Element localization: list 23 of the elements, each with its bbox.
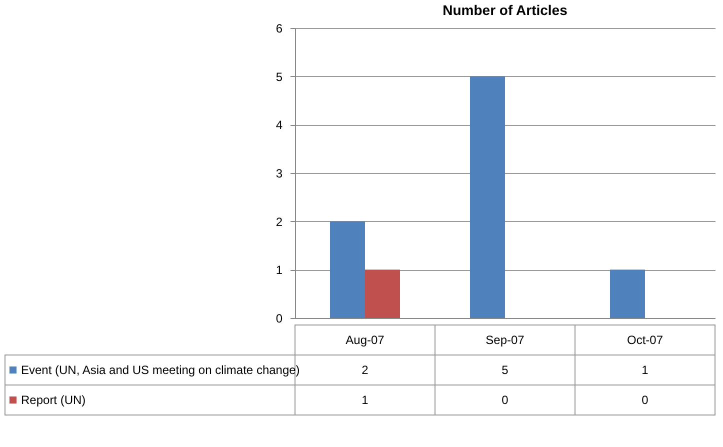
y-tick-label: 2 [276,214,283,229]
data-label: 5 [502,363,509,377]
bar [610,270,645,318]
data-label: 2 [362,363,369,377]
x-tick-label: Oct-07 [626,333,664,347]
y-tick-label: 3 [276,166,283,180]
x-tick-label: Aug-07 [346,333,385,347]
y-tick-label: 4 [276,118,283,132]
y-tick-label: 5 [276,70,283,84]
y-tick-label: 1 [276,263,283,278]
legend-label: Report (UN) [21,393,86,407]
y-tick-label: 0 [276,312,283,326]
bar [330,221,365,318]
data-label: 1 [362,393,369,407]
data-label: 1 [642,363,649,377]
bar [365,270,400,318]
x-tick-label: Sep-07 [486,333,525,347]
data-label: 0 [642,393,649,407]
data-label: 0 [502,393,509,407]
bar [470,76,505,318]
legend-label: Event (UN, Asia and US meeting on climate change) [21,363,300,377]
y-tick-label: 6 [276,22,283,36]
chart-title: Number of Articles [442,2,568,18]
